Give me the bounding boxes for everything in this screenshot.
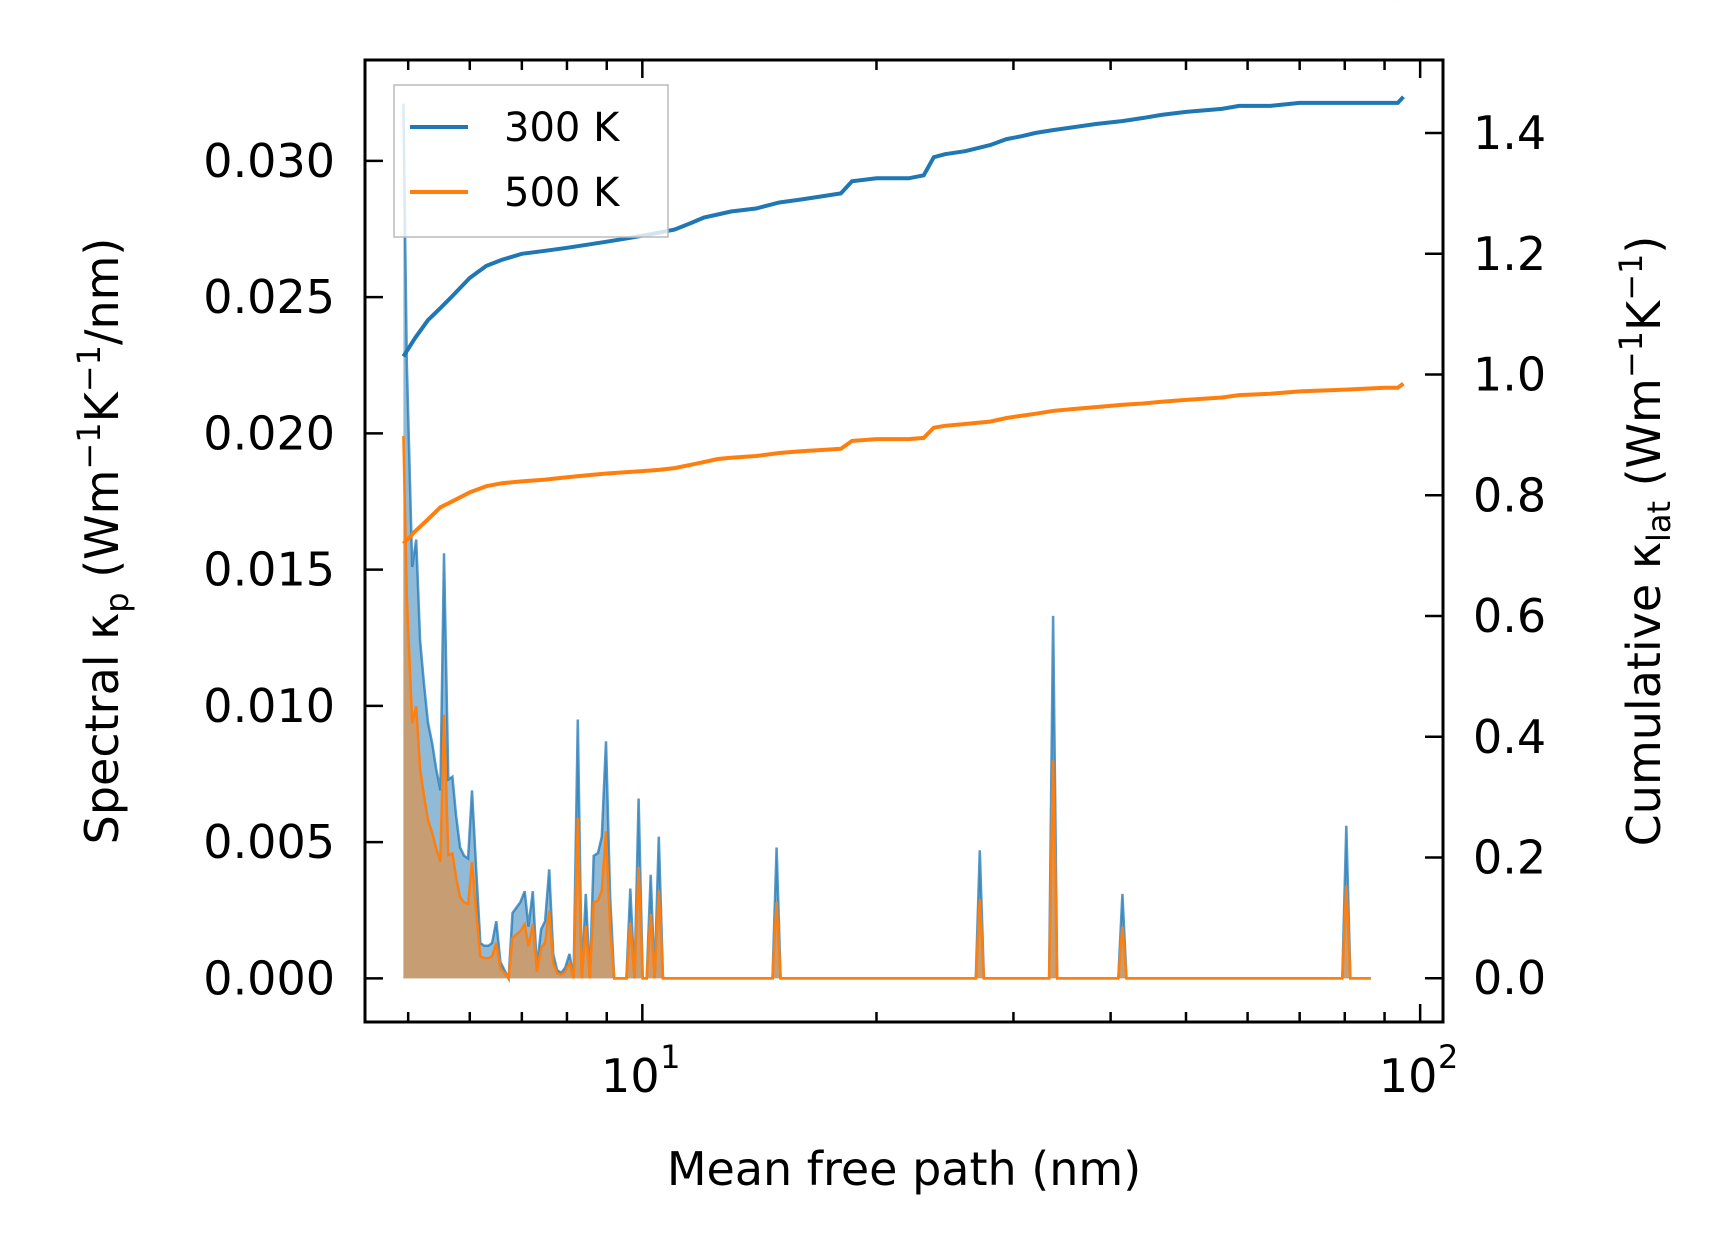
right-axis-label-units: (Wm — [1617, 378, 1671, 501]
left-tick-label: 0.025 — [203, 270, 335, 324]
left-tick-label: 0.015 — [203, 543, 335, 597]
left-axis-label-sup1: −1 — [70, 422, 108, 469]
right-axis-ticks: 0.0 0.2 0.4 0.6 0.8 1.0 1.2 1.4 — [1425, 106, 1546, 1005]
legend-label-300k: 300 K — [504, 105, 621, 151]
cumulative-line-500k — [401, 382, 1405, 545]
left-tick-label: 0.005 — [203, 815, 335, 869]
left-tick-label: 0.030 — [203, 134, 335, 188]
right-axis-label: Cumulative κlat (Wm−1K−1) — [1612, 236, 1678, 847]
left-axis-label-end: /nm) — [75, 238, 129, 345]
right-axis-label-sup1: −1 — [1612, 331, 1650, 378]
plot-area — [401, 0, 1405, 984]
left-axis-label-mid: K — [75, 390, 129, 422]
legend: 300 K 500 K — [393, 84, 669, 238]
right-tick-label: 0.6 — [1473, 589, 1546, 643]
left-axis-ticks: 0.000 0.005 0.010 0.015 0.020 0.025 0.030 — [203, 134, 383, 1005]
x-tick-label: 10 — [1379, 1049, 1438, 1103]
left-axis-label-sup2: −1 — [70, 345, 108, 392]
right-axis-label-end: ) — [1617, 236, 1671, 254]
right-tick-label: 1.2 — [1473, 227, 1546, 281]
x-axis-ticks: 10 1 10 2 — [406, 60, 1458, 1103]
axes-frame — [363, 58, 1445, 1024]
cumulative-line-300k — [401, 95, 1405, 358]
x-axis-label: Mean free path (nm) — [667, 1142, 1141, 1196]
left-tick-label: 0.010 — [203, 679, 335, 733]
right-axis-label-sub: lat — [1640, 501, 1678, 542]
left-axis-label: Spectral κp (Wm−1K−1/nm) — [70, 238, 136, 845]
right-tick-label: 0.4 — [1473, 710, 1546, 764]
legend-box — [393, 84, 669, 238]
left-axis-label-sub: p — [98, 592, 136, 612]
legend-label-500k: 500 K — [504, 170, 621, 216]
x-tick-label-exp: 2 — [1438, 1038, 1458, 1076]
right-tick-label: 0.2 — [1473, 830, 1546, 884]
left-tick-label: 0.020 — [203, 406, 335, 460]
x-tick-label-exp: 1 — [660, 1038, 680, 1076]
left-tick-label: 0.000 — [203, 951, 335, 1005]
right-axis-label-main: Cumulative κ — [1617, 542, 1671, 846]
left-axis-label-units: (Wm — [75, 470, 129, 593]
right-axis-label-mid: K — [1617, 299, 1671, 331]
x-tick-label: 10 — [601, 1049, 660, 1103]
right-tick-label: 0.0 — [1473, 951, 1546, 1005]
right-tick-label: 0.8 — [1473, 468, 1546, 522]
left-axis-label-main: Spectral κ — [75, 613, 129, 845]
right-tick-label: 1.4 — [1473, 106, 1546, 160]
right-tick-label: 1.0 — [1473, 348, 1546, 402]
spectral-line-500k — [402, 435, 1371, 982]
right-axis-label-sup2: −1 — [1612, 254, 1650, 301]
